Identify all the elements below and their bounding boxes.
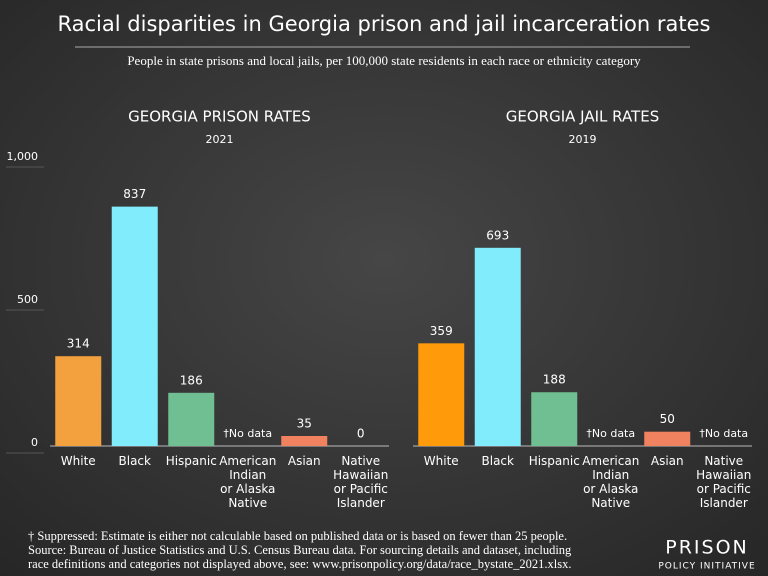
bar <box>55 356 102 446</box>
bar <box>474 247 521 446</box>
y-tick-label: 500 <box>17 293 38 306</box>
value-label: 188 <box>543 373 566 387</box>
panel-subtitle: 2019 <box>569 133 597 146</box>
y-tick-label: 0 <box>31 436 38 449</box>
logo: POLICY INITIATIVE <box>658 562 755 572</box>
x-tick-label: Native Hawaiian or Pacific Islander <box>333 454 388 510</box>
panel-title: GEORGIA JAIL RATES <box>506 108 659 126</box>
value-label: 693 <box>486 228 509 242</box>
x-tick-label: Hispanic <box>529 454 580 468</box>
x-tick-label: White <box>61 454 96 468</box>
bar <box>644 431 691 446</box>
value-label: 837 <box>123 187 146 201</box>
value-label: 50 <box>660 412 675 426</box>
x-tick-label: Hispanic <box>166 454 217 468</box>
title: Racial disparities in Georgia prison and… <box>58 12 711 36</box>
x-tick-label: American Indian or Alaska Native <box>582 454 639 510</box>
value-label: 0 <box>357 427 365 441</box>
bar <box>168 392 215 446</box>
x-tick-label: American Indian or Alaska Native <box>219 454 276 510</box>
footnote: Source: Bureau of Justice Statistics and… <box>28 543 572 557</box>
bar <box>111 206 158 446</box>
value-label: †No data <box>586 427 635 440</box>
logo: PRISON <box>665 537 749 559</box>
footnote: race definitions and categories not disp… <box>28 557 571 571</box>
bar <box>531 392 578 446</box>
value-label: 359 <box>430 324 453 338</box>
footnote: † Suppressed: Estimate is either not cal… <box>28 529 567 543</box>
y-tick-label: 1,000 <box>7 150 39 163</box>
value-label: †No data <box>223 427 272 440</box>
x-tick-label: Black <box>119 454 152 468</box>
panel-title: GEORGIA PRISON RATES <box>128 108 311 126</box>
value-label: 186 <box>180 373 203 387</box>
panel-subtitle: 2021 <box>206 133 234 146</box>
value-label: 35 <box>297 416 312 430</box>
x-tick-label: Asian <box>651 454 684 468</box>
x-tick-label: Native Hawaiian or Pacific Islander <box>696 454 751 510</box>
value-label: 314 <box>67 337 90 351</box>
subtitle: People in state prisons and local jails,… <box>127 53 641 68</box>
bar <box>281 435 328 446</box>
x-tick-label: White <box>424 454 459 468</box>
bar <box>418 343 465 446</box>
value-label: †No data <box>699 427 748 440</box>
x-tick-label: Black <box>482 454 515 468</box>
x-tick-label: Asian <box>288 454 321 468</box>
